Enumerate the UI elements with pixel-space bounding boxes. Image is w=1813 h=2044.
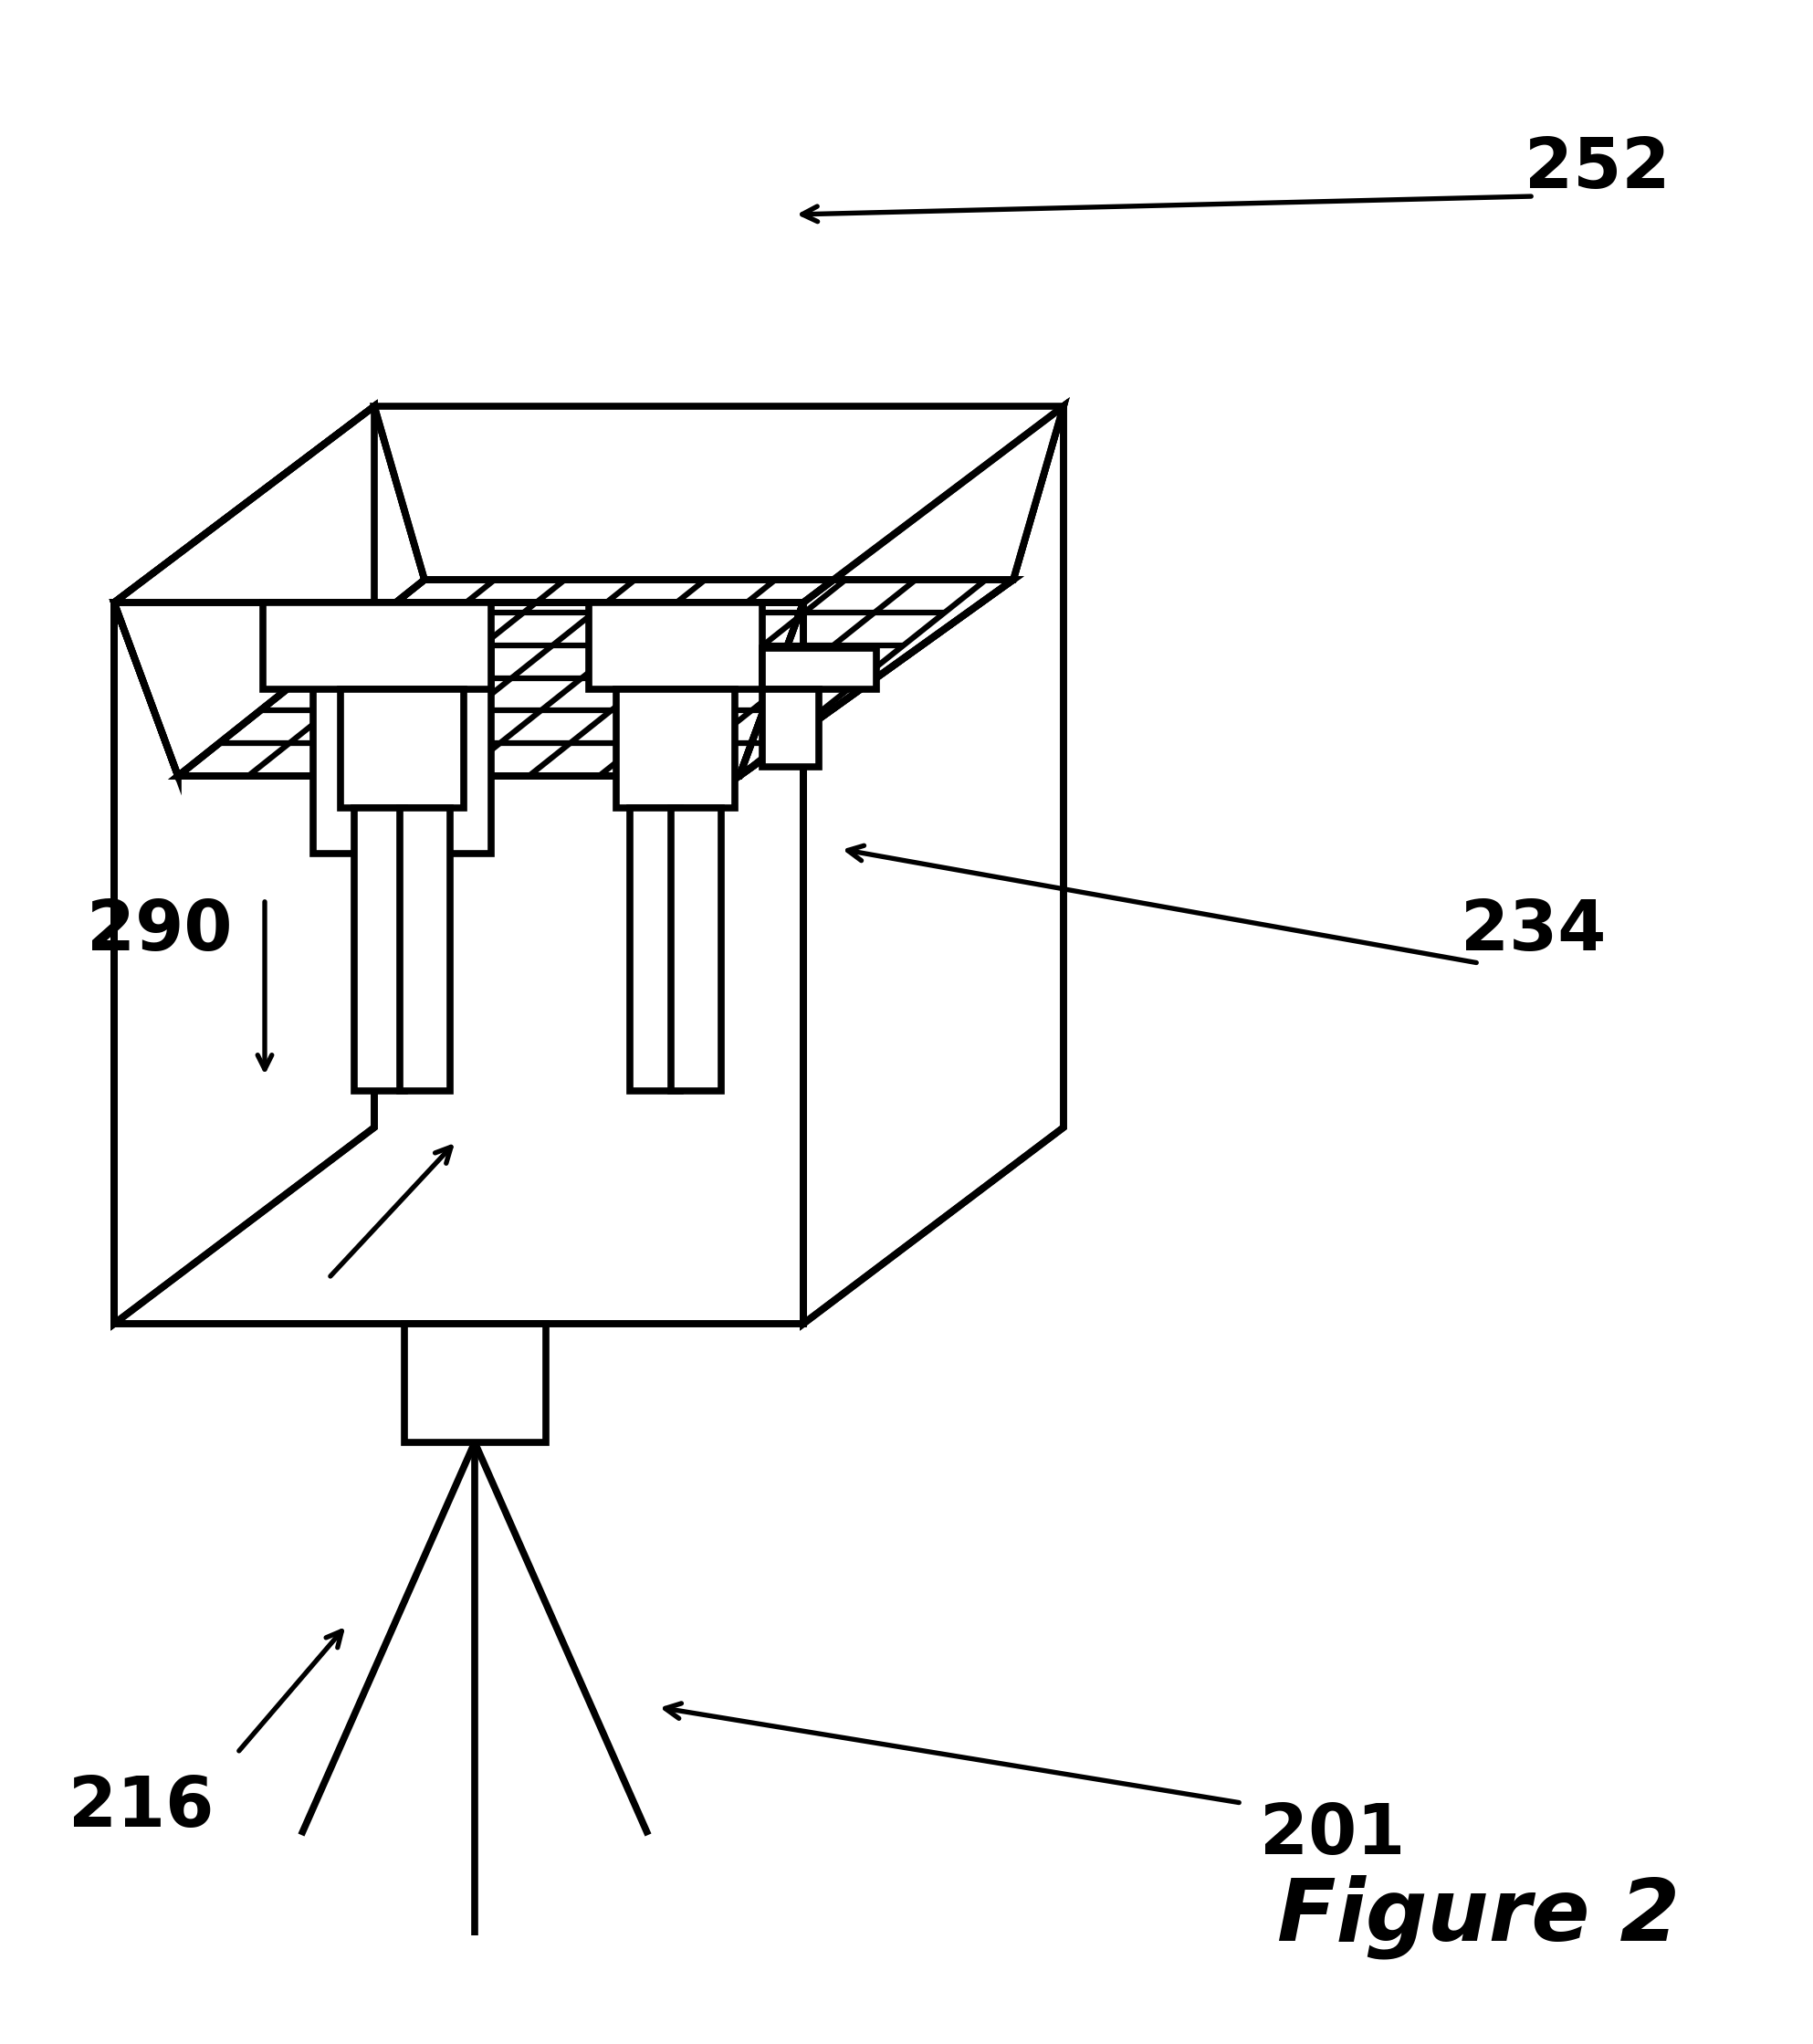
Text: 216: 216 — [69, 1774, 214, 1842]
Bar — [401, 807, 450, 1091]
Bar — [314, 640, 491, 854]
Polygon shape — [114, 407, 424, 777]
Bar — [354, 807, 404, 1091]
Bar — [589, 603, 761, 689]
Text: 290: 290 — [87, 897, 232, 965]
Bar — [616, 689, 734, 807]
Bar — [761, 689, 819, 766]
Polygon shape — [740, 407, 1064, 777]
Bar — [761, 648, 876, 689]
Bar — [629, 807, 680, 1091]
Text: 201: 201 — [1260, 1801, 1405, 1868]
Polygon shape — [114, 603, 178, 777]
Polygon shape — [373, 407, 1064, 580]
Polygon shape — [114, 603, 803, 777]
Bar — [341, 689, 464, 807]
Bar — [404, 1325, 546, 1443]
Bar — [671, 807, 722, 1091]
Polygon shape — [114, 603, 803, 1325]
Text: 252: 252 — [1525, 135, 1670, 202]
Polygon shape — [114, 407, 373, 1325]
Text: Figure 2: Figure 2 — [1278, 1874, 1681, 1960]
Bar — [263, 603, 491, 689]
Text: 234: 234 — [1461, 897, 1606, 965]
Polygon shape — [178, 580, 1013, 777]
Polygon shape — [803, 407, 1064, 1325]
